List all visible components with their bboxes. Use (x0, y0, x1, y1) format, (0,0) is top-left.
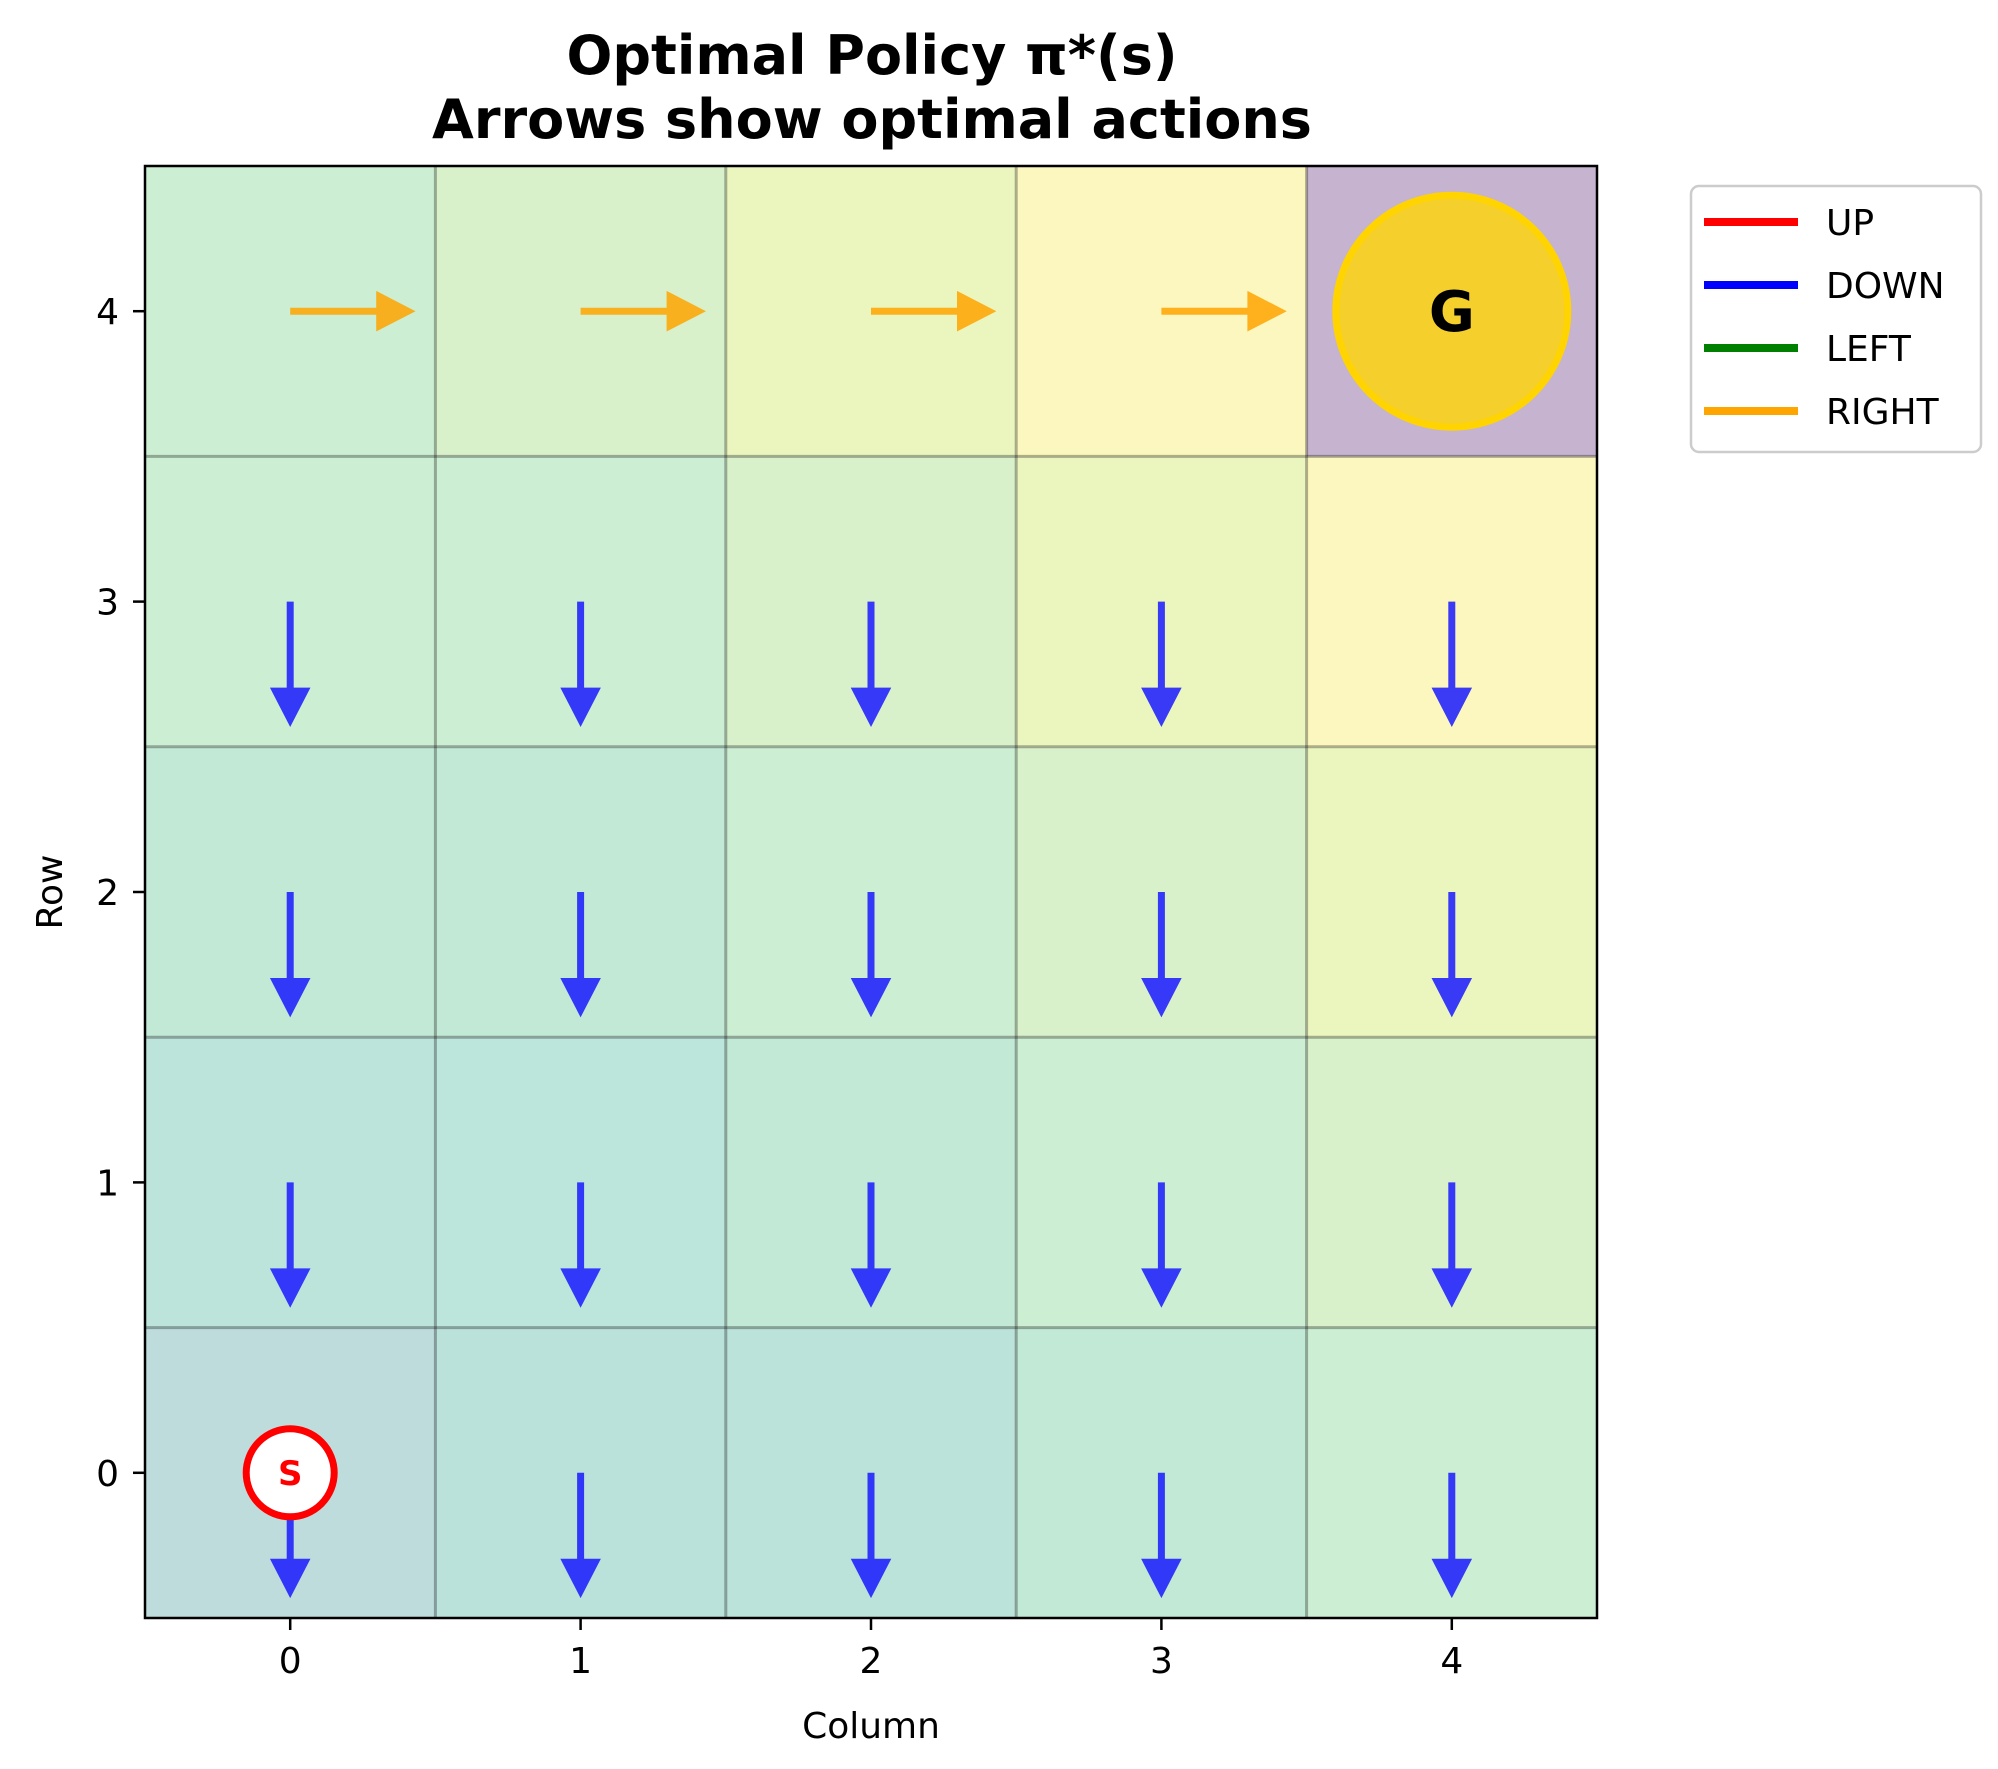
legend-box (1689, 184, 1983, 454)
chart-title: Optimal Policy π*(s) (566, 24, 1177, 87)
legend: UP DOWN LEFT RIGHT (1689, 184, 1983, 454)
y-tick-label: 4 (96, 292, 119, 333)
arrow-down (850, 601, 892, 727)
legend-label-right: RIGHT (1826, 392, 1940, 433)
state-markers: GS (242, 191, 1572, 1521)
start-label: S (278, 1454, 303, 1494)
x-tick-label: 0 (279, 1641, 302, 1682)
x-axis-label: Column (802, 1706, 940, 1747)
x-tick-label: 3 (1150, 1641, 1173, 1682)
arrow-down (850, 892, 892, 1018)
arrow-down (1141, 1472, 1182, 1599)
arrow-down (1141, 892, 1182, 1018)
arrow-down (269, 601, 311, 727)
arrow-down (560, 892, 601, 1018)
arrow-down (850, 1472, 892, 1599)
x-tick-label: 1 (569, 1641, 592, 1682)
arrow-down (1431, 892, 1473, 1018)
arrow-down (269, 892, 311, 1018)
arrow-down (269, 1182, 311, 1308)
arrow-down (1431, 601, 1473, 727)
legend-label-left: LEFT (1826, 329, 1912, 370)
x-ticks: 0 1 2 3 4 (279, 1618, 1463, 1682)
arrow-right (580, 290, 706, 332)
chart-subtitle: Arrows show optimal actions (432, 88, 1312, 151)
y-tick-label: 2 (96, 873, 119, 914)
arrow-down (560, 601, 601, 727)
arrow-right (1161, 290, 1287, 332)
arrow-down (560, 1182, 601, 1308)
y-tick-label: 3 (96, 583, 119, 624)
arrow-down (1431, 1472, 1473, 1599)
arrow-down (1141, 601, 1182, 727)
goal-label: G (1429, 280, 1475, 345)
arrow-down (1141, 1182, 1182, 1308)
x-tick-label: 2 (860, 1641, 883, 1682)
arrow-down (850, 1182, 892, 1308)
arrow-right (290, 290, 416, 332)
y-tick-label: 1 (96, 1163, 119, 1204)
legend-label-up: UP (1826, 203, 1874, 244)
y-axis-label: Row (30, 855, 71, 930)
arrow-down (560, 1472, 601, 1599)
y-tick-label: 0 (96, 1454, 119, 1495)
arrow-down (1431, 1182, 1473, 1308)
legend-label-down: DOWN (1826, 266, 1945, 307)
y-ticks: 0 1 2 3 4 (96, 292, 145, 1495)
goal-marker (1332, 191, 1572, 431)
arrow-right (871, 290, 997, 332)
x-tick-label: 4 (1440, 1641, 1463, 1682)
start-marker (242, 1425, 338, 1521)
